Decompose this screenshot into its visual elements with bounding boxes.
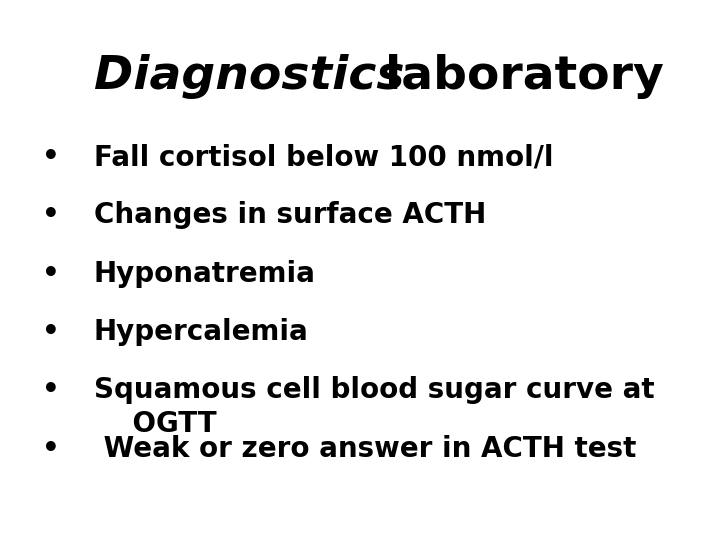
Text: •: •	[42, 201, 59, 229]
Text: Hyponatremia: Hyponatremia	[94, 260, 315, 288]
Text: •: •	[42, 435, 59, 463]
Text: Changes in surface ACTH: Changes in surface ACTH	[94, 201, 486, 229]
Text: •: •	[42, 143, 59, 171]
Text: Hypercalemia: Hypercalemia	[94, 318, 308, 346]
Text: Weak or zero answer in ACTH test: Weak or zero answer in ACTH test	[94, 435, 636, 463]
Text: Diagnostics: Diagnostics	[94, 54, 404, 99]
Text: •: •	[42, 318, 59, 346]
Text: •: •	[42, 260, 59, 288]
Text: •: •	[42, 376, 59, 404]
Text: Squamous cell blood sugar curve at
    OGTT: Squamous cell blood sugar curve at OGTT	[94, 376, 654, 438]
Text: laboratory: laboratory	[385, 54, 664, 99]
Text: Fall cortisol below 100 nmol/l: Fall cortisol below 100 nmol/l	[94, 143, 553, 171]
